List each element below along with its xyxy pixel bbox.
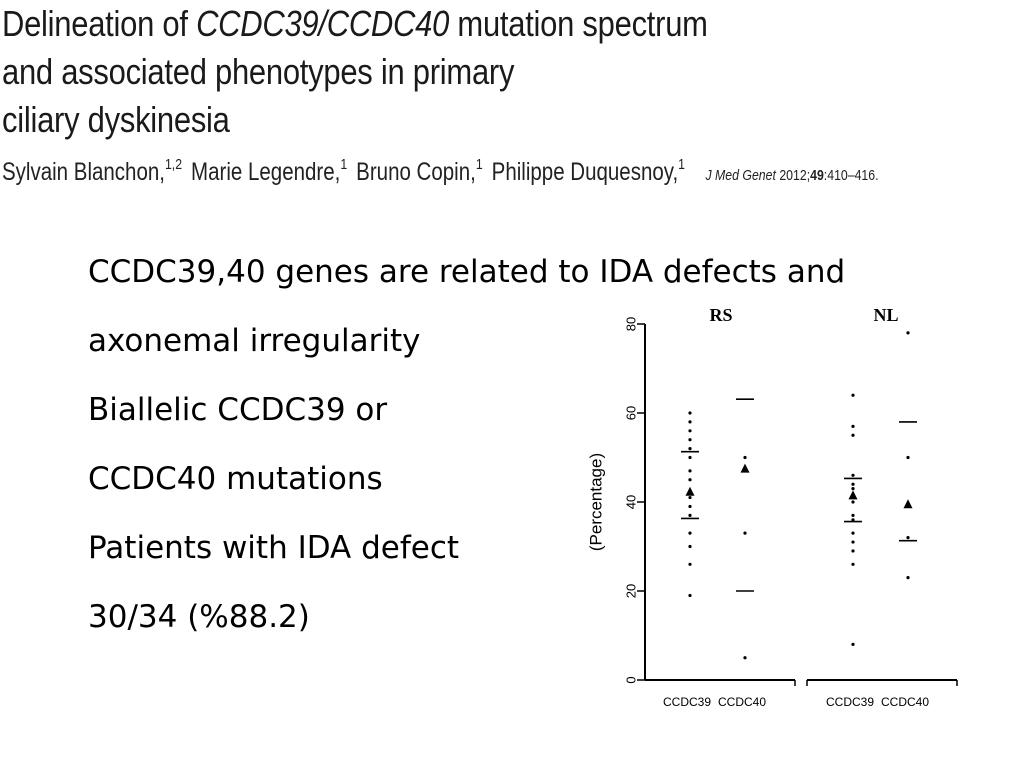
body-line: CCDC40 mutations	[88, 461, 383, 497]
data-point	[688, 455, 692, 460]
author-name: Marie Legendre,	[191, 158, 341, 186]
data-point	[851, 562, 855, 566]
body-line: axonemal irregularity	[88, 323, 421, 359]
data-point	[851, 549, 855, 553]
citation: J Med Genet 2012;49:410–416.	[705, 167, 879, 184]
mean-marker	[848, 490, 858, 500]
data-point	[906, 331, 910, 335]
data-point	[851, 393, 855, 397]
author-affiliation: 1	[678, 156, 686, 173]
x-category-label: CCDC39	[826, 695, 874, 709]
data-point	[688, 478, 692, 482]
x-category-label: CCDC39	[663, 695, 711, 709]
data-point	[743, 656, 747, 660]
y-tick-label: 20	[623, 584, 638, 598]
author-affiliation: 1,2	[164, 156, 183, 173]
data-point	[688, 429, 692, 433]
panel-title: NL	[873, 305, 898, 325]
data-point	[743, 455, 747, 460]
data-point	[688, 447, 692, 451]
body-line: 30/34 (%88.2)	[88, 599, 310, 635]
data-point	[688, 469, 692, 473]
data-point	[688, 513, 692, 517]
x-category-label: CCDC40	[718, 695, 766, 709]
data-point	[906, 576, 910, 580]
title-line-2: and associated phenotypes in primary	[2, 51, 515, 92]
y-tick-label: 40	[623, 495, 638, 509]
data-point	[851, 642, 855, 646]
title-line-3: ciliary dyskinesia	[2, 99, 230, 140]
data-point	[906, 455, 910, 460]
author-affiliation: 1	[475, 156, 483, 173]
slide-body: CCDC39,40 genes are related to IDA defec…	[88, 238, 845, 652]
mean-marker	[685, 486, 695, 496]
data-point	[688, 438, 692, 442]
data-point	[851, 433, 855, 437]
data-point	[851, 531, 855, 535]
body-line: CCDC39,40 genes are related to IDA defec…	[88, 254, 846, 290]
paper-title: Delineation of CCDC39/CCDC40 mutation sp…	[2, 0, 776, 144]
data-point	[851, 473, 855, 477]
data-point	[688, 504, 692, 509]
author-name: Bruno Copin,	[356, 158, 476, 186]
data-point	[743, 531, 747, 535]
data-point	[688, 544, 692, 549]
data-point	[851, 540, 855, 544]
title-gene-names: CCDC39/CCDC40	[196, 3, 450, 44]
y-tick-label: 80	[623, 317, 638, 331]
author-name: Philippe Duquesnoy,	[491, 158, 679, 186]
data-point	[688, 411, 692, 415]
data-point	[851, 424, 855, 428]
scatter-chart: RS NL 0 20 40 60 80 (Percentage) CCDC39 CCDC40 CCD…	[586, 305, 958, 709]
data-point	[906, 536, 910, 540]
author-list: Sylvain Blanchon,1,2 Marie Legendre,1 Br…	[2, 156, 986, 187]
panel-title: RS	[709, 305, 732, 325]
data-point	[851, 500, 855, 504]
y-tick-label: 0	[623, 676, 638, 683]
x-category-label: CCDC40	[881, 695, 929, 709]
data-point	[851, 513, 855, 517]
data-point	[688, 495, 692, 500]
data-point	[688, 562, 692, 566]
data-point	[688, 593, 692, 598]
mean-marker	[740, 463, 750, 473]
data-point	[851, 482, 855, 486]
data-point	[688, 531, 692, 535]
data-point	[688, 420, 692, 424]
data-point	[851, 518, 855, 522]
body-line: Biallelic CCDC39 or	[88, 392, 388, 428]
title-line-1: Delineation of CCDC39/CCDC40 mutation sp…	[2, 3, 708, 44]
data-point	[851, 487, 855, 491]
y-axis-label: (Percentage)	[586, 453, 605, 551]
body-line: Patients with IDA defect	[88, 530, 460, 566]
author-affiliation: 1	[340, 156, 348, 173]
author-name: Sylvain Blanchon,	[2, 158, 165, 186]
y-tick-label: 60	[623, 406, 638, 420]
mean-marker	[903, 499, 913, 509]
